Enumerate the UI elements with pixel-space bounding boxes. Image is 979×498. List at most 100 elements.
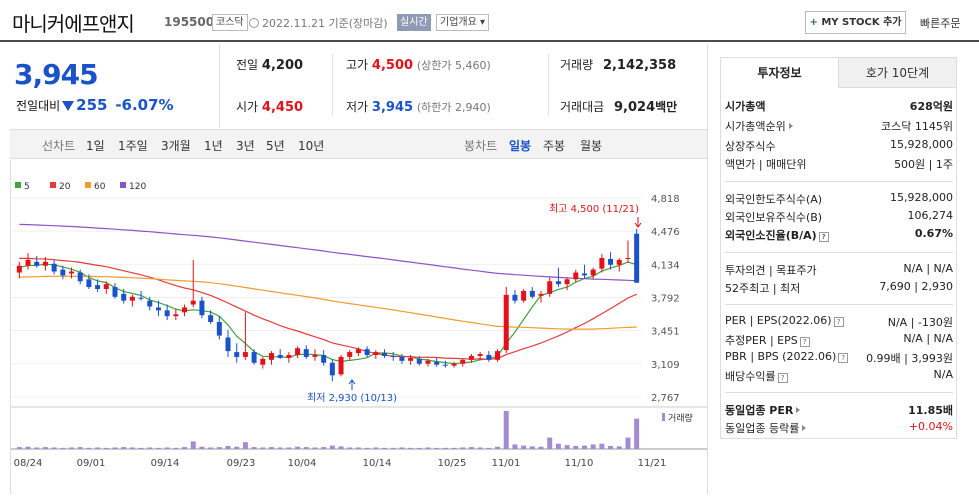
- volume-bar: [60, 447, 66, 449]
- quick-order-link[interactable]: 빠른주문: [920, 17, 961, 30]
- row-separator: [725, 181, 953, 182]
- mystock-label: MY STOCK 추가: [821, 17, 902, 28]
- tab-monthly[interactable]: 월봉: [580, 139, 603, 153]
- candle-body: [173, 314, 179, 317]
- volume-bar: [277, 447, 283, 449]
- legend-swatch: [15, 182, 21, 188]
- tab-weekly[interactable]: 주봉: [543, 139, 566, 153]
- candle-body: [190, 300, 196, 305]
- candle-body: [434, 361, 440, 365]
- change-label: 전일대비: [16, 99, 61, 113]
- volume-bar: [495, 446, 501, 449]
- company-overview-dropdown[interactable]: 기업개요 ▾: [436, 14, 490, 31]
- plus-icon: +: [809, 17, 822, 28]
- realtime-button[interactable]: 실시간: [397, 14, 431, 31]
- info-key: 52주최고 | 최저: [725, 282, 801, 295]
- volume: 거래량 2,142,358: [560, 56, 676, 73]
- info-key: 추정PER | EPS?: [725, 332, 810, 348]
- info-row: 배당수익률? N/A: [725, 368, 953, 386]
- candle-body: [355, 349, 361, 354]
- row-separator: [725, 252, 953, 253]
- tab-1year[interactable]: 1년: [204, 139, 223, 153]
- candle-body: [547, 281, 553, 294]
- caret-icon[interactable]: [802, 425, 807, 431]
- caret-icon[interactable]: [788, 123, 793, 129]
- info-value: 0.67%: [914, 227, 953, 240]
- tab-5year[interactable]: 5년: [266, 139, 285, 153]
- info-value: 106,274: [907, 209, 954, 222]
- candle-body: [286, 354, 292, 358]
- info-row: PER | EPS(2022.06)? N/A | -130원: [725, 314, 953, 332]
- help-icon[interactable]: ?: [838, 353, 849, 363]
- tab-hoga-10[interactable]: 호가 10단계: [839, 58, 956, 88]
- candle-body: [121, 293, 127, 301]
- tab-investment-info[interactable]: 투자정보: [721, 58, 839, 88]
- legend-swatch: [85, 182, 91, 188]
- volume-bar: [338, 446, 344, 449]
- candle-body: [477, 354, 483, 356]
- stock-header: 마니커에프앤지 195500 코스닥 2022.11.21 기준(장마감) 실시…: [0, 0, 979, 42]
- volume-bar: [16, 447, 22, 449]
- mystock-add-button[interactable]: + MY STOCK 추가: [805, 11, 906, 34]
- candle-body: [251, 352, 257, 363]
- candle-body: [208, 315, 214, 322]
- candle-body: [521, 290, 527, 301]
- help-icon[interactable]: ?: [818, 232, 829, 242]
- candle-body: [625, 257, 631, 259]
- volume-bar: [547, 437, 553, 449]
- volume-bar: [155, 447, 161, 449]
- tab-1week[interactable]: 1주일: [118, 139, 148, 153]
- volume-bar: [373, 447, 379, 449]
- info-value: 15,928,000: [890, 191, 953, 204]
- volume-bar: [599, 443, 605, 449]
- x-tick-label: 09/14: [151, 458, 180, 469]
- info-row: 시가총액순위 코스닥 1145위: [725, 118, 953, 136]
- volume-bar: [208, 447, 214, 449]
- candle-body: [495, 351, 501, 360]
- volume-bar: [303, 447, 309, 449]
- date-text: 2022.11.21 기준(장마감): [262, 17, 388, 30]
- candle-body: [25, 259, 31, 266]
- ma-line-5: [19, 261, 637, 365]
- volume-bar: [121, 447, 127, 449]
- candle-body: [364, 349, 370, 355]
- x-tick-label: 11/21: [638, 458, 667, 469]
- candle-body: [347, 352, 353, 357]
- chart-period-tabs: 선차트 1일 1주일 3개월 1년 3년 5년 10년 봉차트 일봉 주봉 월봉: [10, 129, 707, 159]
- volume-bar: [234, 446, 240, 449]
- candle-body: [147, 300, 153, 307]
- help-icon[interactable]: ?: [777, 373, 788, 383]
- help-icon[interactable]: ?: [833, 317, 844, 327]
- volume-bar: [468, 447, 474, 449]
- stock-title: 마니커에프앤지: [12, 12, 135, 36]
- tab-1day[interactable]: 1일: [86, 139, 105, 153]
- candle-body: [425, 360, 431, 364]
- info-value: 0.99배 | 3,993원: [866, 352, 953, 365]
- line-chart-caption: 선차트: [42, 139, 76, 153]
- tab-daily[interactable]: 일봉: [509, 139, 532, 153]
- tab-3month[interactable]: 3개월: [161, 139, 191, 153]
- candle-body: [616, 259, 622, 265]
- clock-icon: [249, 18, 259, 28]
- volume-bar: [521, 445, 527, 449]
- candle-body: [590, 269, 596, 276]
- info-row: 외국인한도주식수(A) 15,928,000: [725, 191, 953, 209]
- down-triangle-icon: [62, 101, 75, 111]
- volume-bar: [42, 447, 48, 449]
- tab-3year[interactable]: 3년: [236, 139, 255, 153]
- volume-bar: [581, 445, 587, 449]
- volume-label: 거래량: [560, 58, 594, 72]
- candle-body: [199, 300, 205, 316]
- tab-10year[interactable]: 10년: [298, 139, 325, 153]
- y-tick-label: 4,818: [651, 194, 680, 205]
- volume-bar: [451, 447, 457, 449]
- info-row: 상장주식수 15,928,000: [725, 138, 953, 156]
- volume-bar: [399, 447, 405, 449]
- candle-body: [512, 294, 518, 301]
- help-icon[interactable]: ?: [799, 337, 810, 347]
- info-key: 동일업종 PER: [725, 402, 801, 418]
- chevron-down-icon: ▾: [476, 17, 486, 28]
- info-value: N/A | -130원: [887, 316, 953, 329]
- caret-icon[interactable]: [796, 407, 801, 413]
- candle-body: [373, 352, 379, 355]
